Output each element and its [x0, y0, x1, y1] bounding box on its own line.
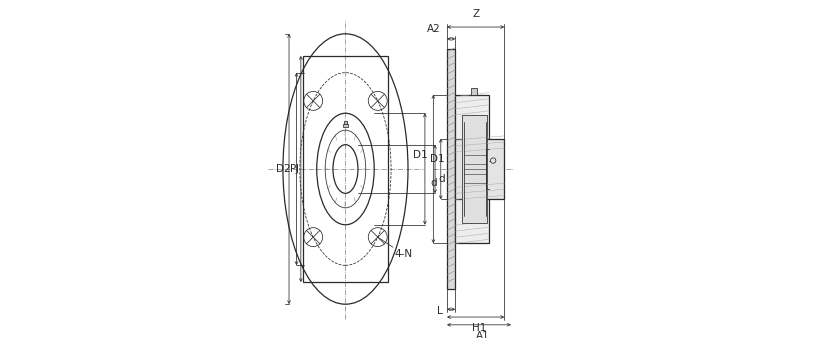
Text: A2: A2 — [427, 24, 441, 34]
Text: d: d — [430, 177, 437, 188]
Text: D1: D1 — [413, 150, 428, 161]
Text: D1: D1 — [430, 154, 445, 164]
Text: d: d — [438, 174, 445, 184]
Text: L: L — [437, 306, 443, 316]
Bar — [471, 88, 477, 95]
Bar — [455, 139, 504, 199]
Text: 4-N: 4-N — [395, 249, 413, 259]
Text: J: J — [296, 164, 299, 174]
Bar — [455, 95, 489, 243]
Bar — [447, 49, 455, 289]
Bar — [304, 56, 388, 282]
Bar — [343, 124, 348, 127]
Text: B1: B1 — [476, 183, 489, 193]
Bar — [462, 115, 487, 223]
Text: D2: D2 — [276, 164, 290, 174]
Text: S: S — [469, 127, 476, 138]
Text: H1: H1 — [472, 323, 486, 333]
Text: Z: Z — [472, 8, 479, 19]
Bar — [344, 121, 347, 124]
Text: A1: A1 — [476, 331, 490, 338]
Text: P: P — [290, 164, 296, 174]
